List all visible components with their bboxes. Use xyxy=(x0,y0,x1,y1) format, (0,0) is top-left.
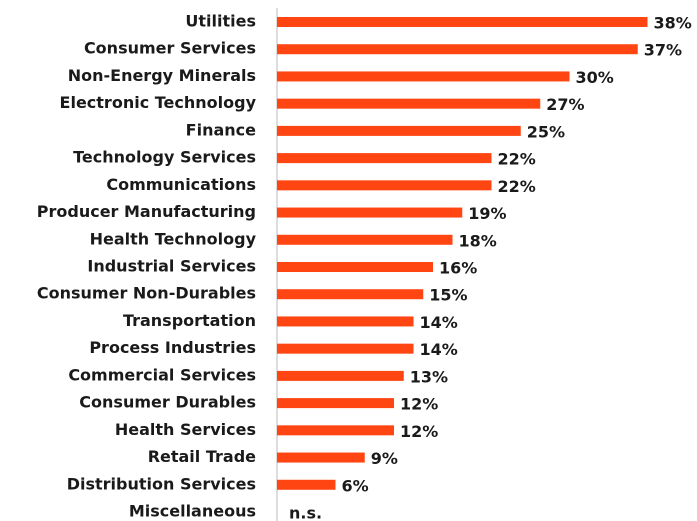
value-label: 15% xyxy=(429,286,467,305)
bar xyxy=(277,479,336,490)
value-label: n.s. xyxy=(289,504,322,521)
category-label: Utilities xyxy=(185,12,256,31)
value-label: 13% xyxy=(410,367,448,386)
category-label: Communications xyxy=(106,175,256,194)
bar xyxy=(277,125,521,136)
value-label: 25% xyxy=(527,122,565,141)
value-label: 14% xyxy=(420,313,458,332)
bar xyxy=(277,343,414,354)
category-label: Electronic Technology xyxy=(60,93,257,112)
category-label: Non-Energy Minerals xyxy=(68,66,256,85)
bar xyxy=(277,234,453,245)
bar xyxy=(277,289,424,300)
category-label: Health Services xyxy=(115,420,256,439)
category-label: Technology Services xyxy=(73,148,256,167)
value-label: 19% xyxy=(468,204,506,223)
bar xyxy=(277,71,570,82)
category-label: Consumer Non-Durables xyxy=(37,284,256,303)
value-label: 16% xyxy=(439,259,477,278)
bar xyxy=(277,398,394,409)
bar xyxy=(277,207,463,218)
category-label: Commercial Services xyxy=(68,365,256,384)
category-label: Industrial Services xyxy=(87,257,256,276)
value-label: 27% xyxy=(546,95,584,114)
value-label: 22% xyxy=(498,177,536,196)
value-label: 18% xyxy=(459,231,497,250)
bar xyxy=(277,98,541,109)
category-label: Retail Trade xyxy=(148,447,256,466)
value-label: 9% xyxy=(371,449,398,468)
bar xyxy=(277,44,638,55)
bar xyxy=(277,180,492,191)
bar xyxy=(277,370,404,381)
value-label: 12% xyxy=(400,395,438,414)
category-label: Consumer Services xyxy=(84,39,256,58)
category-label: Miscellaneous xyxy=(129,502,256,521)
bar xyxy=(277,262,433,272)
value-label: 14% xyxy=(420,340,458,359)
category-label: Distribution Services xyxy=(67,474,256,493)
category-label: Process Industries xyxy=(89,338,256,357)
value-label: 38% xyxy=(654,14,692,33)
category-label: Producer Manufacturing xyxy=(37,202,256,221)
bar xyxy=(277,316,414,327)
category-label: Transportation xyxy=(123,311,256,330)
value-label: 30% xyxy=(576,68,614,87)
bar xyxy=(277,452,365,463)
bar xyxy=(277,425,394,436)
value-label: 22% xyxy=(498,150,536,169)
value-label: 37% xyxy=(644,41,682,60)
value-label: 6% xyxy=(342,476,369,495)
category-label: Consumer Durables xyxy=(79,393,256,412)
category-label: Finance xyxy=(186,120,256,139)
bar xyxy=(277,153,492,164)
bar xyxy=(277,17,648,27)
value-label: 12% xyxy=(400,422,438,441)
category-label: Health Technology xyxy=(90,229,257,248)
